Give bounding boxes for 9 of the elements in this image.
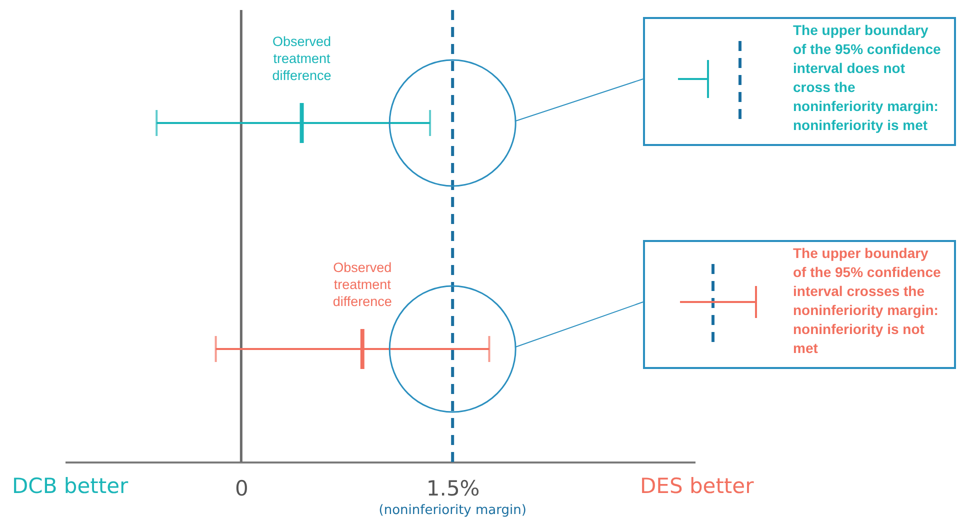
callout-box: The upper boundary of the 95% confidence interval does not cross the noninferiority margin: noninferiority is met — [643, 17, 956, 146]
ref-line-label: (noninferiority margin) — [378, 503, 526, 518]
x-tick-label: 0 — [234, 476, 248, 500]
text: DES better — [640, 474, 754, 498]
annotation: Observed treatment difference — [272, 34, 332, 83]
annotation: Observed treatment difference — [332, 260, 392, 309]
text: DCB better — [12, 474, 128, 498]
x-tick-label: 1.5% — [426, 476, 480, 500]
callout-box: The upper boundary of the 95% confidence interval crosses the noninferiority margin: noninferiority is not met — [643, 240, 956, 369]
